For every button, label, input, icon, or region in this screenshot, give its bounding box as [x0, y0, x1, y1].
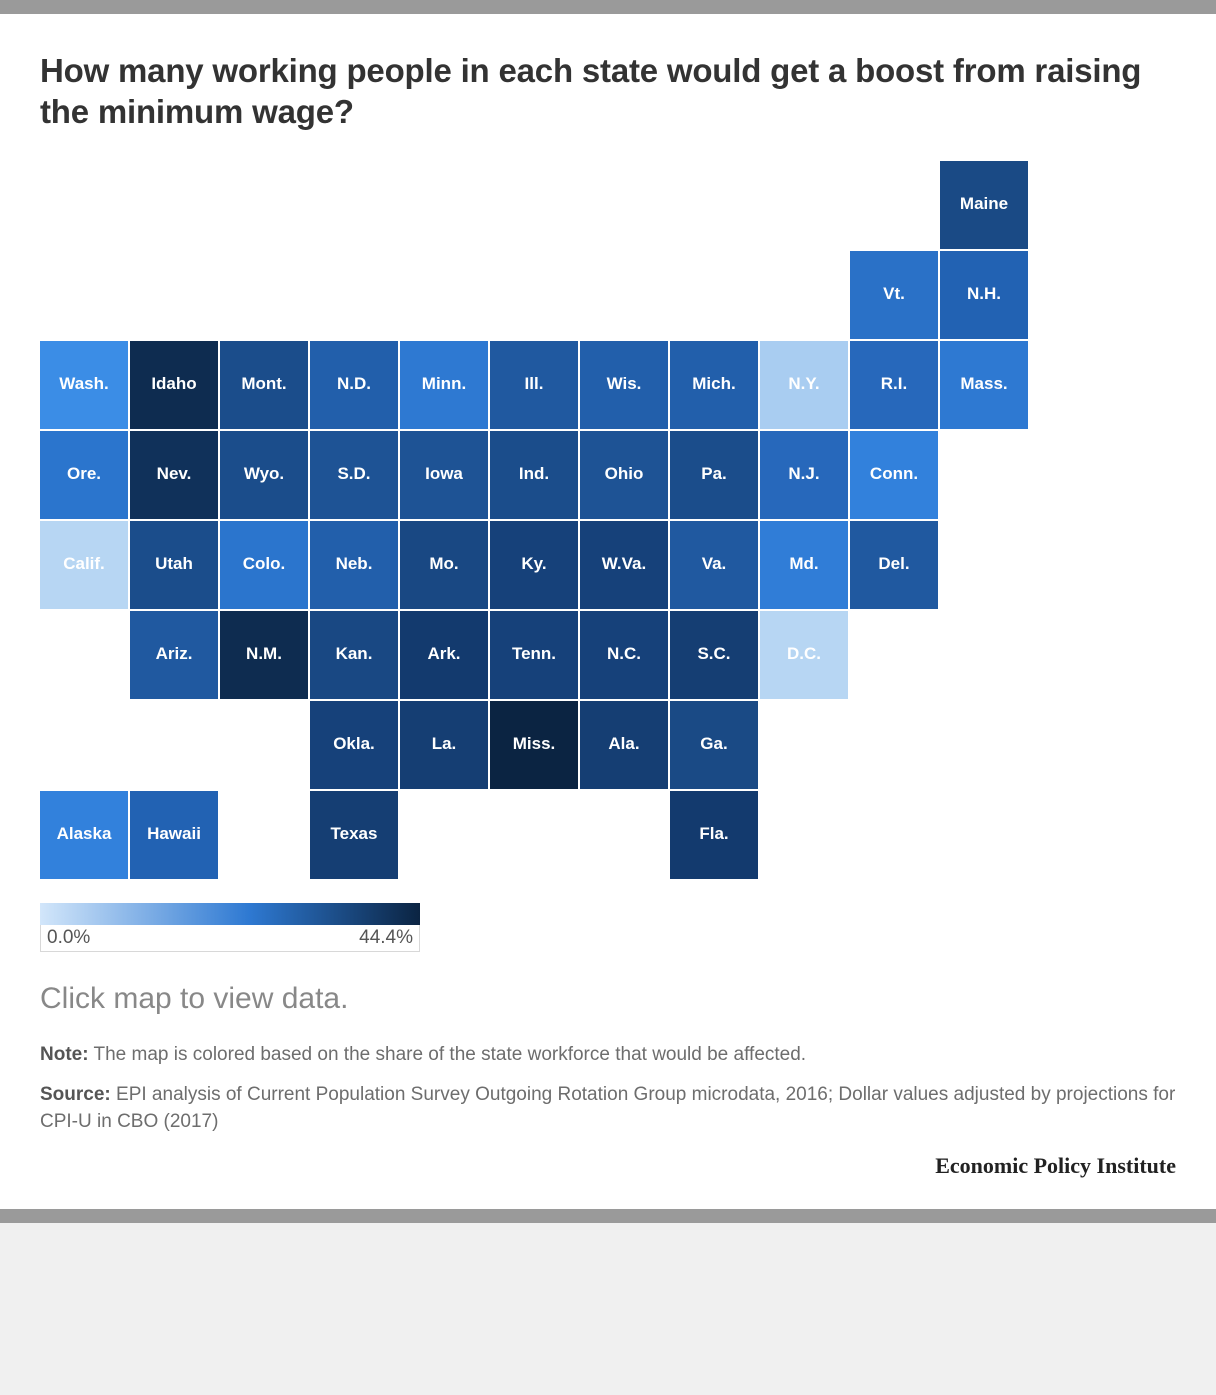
state-cell[interactable]: Del. [850, 521, 938, 609]
state-cell[interactable]: Nev. [130, 431, 218, 519]
state-cell[interactable]: N.C. [580, 611, 668, 699]
note-paragraph: Note: The map is colored based on the sh… [40, 1042, 1176, 1069]
source-label: Source: [40, 1084, 111, 1105]
state-cell[interactable]: Ohio [580, 431, 668, 519]
interaction-hint: Click map to view data. [40, 982, 1176, 1016]
top-decorative-bar [0, 0, 1216, 14]
legend-max-label: 44.4% [359, 927, 413, 949]
cartogram-grid[interactable]: MaineVt.N.H. Wash.IdahoMont.N.D.Minn.Ill.… [40, 161, 1176, 879]
state-cell[interactable]: Mich. [670, 341, 758, 429]
state-cell[interactable]: N.M. [220, 611, 308, 699]
state-cell[interactable]: S.C. [670, 611, 758, 699]
state-cell[interactable]: W.Va. [580, 521, 668, 609]
state-cell[interactable]: Kan. [310, 611, 398, 699]
state-cell[interactable]: N.D. [310, 341, 398, 429]
state-cell[interactable]: R.I. [850, 341, 938, 429]
legend-labels-row: 0.0% 44.4% [40, 925, 420, 952]
state-cell[interactable]: Wis. [580, 341, 668, 429]
state-cell[interactable]: Minn. [400, 341, 488, 429]
attribution-text: Economic Policy Institute [40, 1153, 1176, 1179]
state-cell[interactable]: N.H. [940, 251, 1028, 339]
note-text: The map is colored based on the share of… [89, 1044, 807, 1065]
figure-container: How many working people in each state wo… [0, 0, 1216, 1223]
state-cell[interactable]: Ky. [490, 521, 578, 609]
state-cell[interactable]: Texas [310, 791, 398, 879]
state-cell[interactable]: Neb. [310, 521, 398, 609]
state-cell[interactable]: Fla. [670, 791, 758, 879]
state-cell[interactable]: Pa. [670, 431, 758, 519]
state-cell[interactable]: Wyo. [220, 431, 308, 519]
note-label: Note: [40, 1044, 89, 1065]
legend-gradient-bar [40, 903, 420, 925]
state-cell[interactable]: Mo. [400, 521, 488, 609]
content-area: How many working people in each state wo… [0, 14, 1216, 1209]
state-cell[interactable]: Ariz. [130, 611, 218, 699]
state-cell[interactable]: Iowa [400, 431, 488, 519]
state-cell[interactable]: Ore. [40, 431, 128, 519]
state-cell[interactable]: Ind. [490, 431, 578, 519]
state-cell[interactable]: Colo. [220, 521, 308, 609]
state-cell[interactable]: Conn. [850, 431, 938, 519]
color-legend: 0.0% 44.4% [40, 903, 420, 952]
state-cell[interactable]: Ala. [580, 701, 668, 789]
state-cell[interactable]: N.Y. [760, 341, 848, 429]
state-cell[interactable]: Va. [670, 521, 758, 609]
state-cell[interactable]: N.J. [760, 431, 848, 519]
chart-title: How many working people in each state wo… [40, 50, 1176, 133]
state-cell[interactable]: Maine [940, 161, 1028, 249]
bottom-decorative-bar [0, 1209, 1216, 1223]
state-cell[interactable]: Mont. [220, 341, 308, 429]
state-cell[interactable]: Calif. [40, 521, 128, 609]
state-cell[interactable]: Ill. [490, 341, 578, 429]
state-cell[interactable]: Ga. [670, 701, 758, 789]
state-cell[interactable]: Okla. [310, 701, 398, 789]
state-cell[interactable]: Idaho [130, 341, 218, 429]
state-cell[interactable]: Utah [130, 521, 218, 609]
state-cell[interactable]: Hawaii [130, 791, 218, 879]
state-cell[interactable]: Md. [760, 521, 848, 609]
state-cell[interactable]: Ark. [400, 611, 488, 699]
state-cell[interactable]: S.D. [310, 431, 398, 519]
state-cell[interactable]: Miss. [490, 701, 578, 789]
state-cell[interactable]: Mass. [940, 341, 1028, 429]
state-cell[interactable]: D.C. [760, 611, 848, 699]
state-cell[interactable]: Vt. [850, 251, 938, 339]
state-cell[interactable]: Alaska [40, 791, 128, 879]
state-cell[interactable]: Wash. [40, 341, 128, 429]
source-text: EPI analysis of Current Population Surve… [40, 1084, 1175, 1132]
state-cell[interactable]: Tenn. [490, 611, 578, 699]
legend-min-label: 0.0% [47, 927, 90, 949]
source-paragraph: Source: EPI analysis of Current Populati… [40, 1082, 1176, 1135]
state-cell[interactable]: La. [400, 701, 488, 789]
